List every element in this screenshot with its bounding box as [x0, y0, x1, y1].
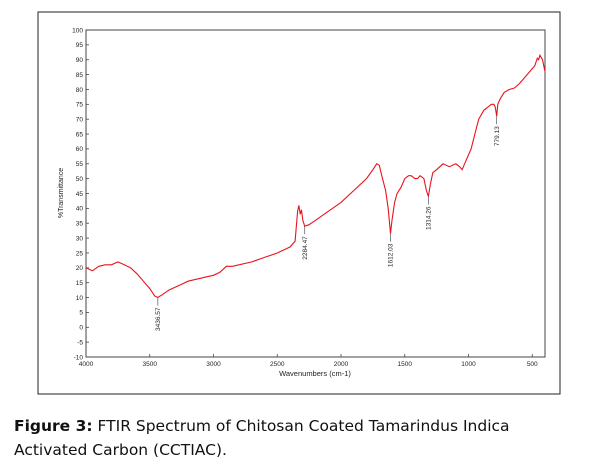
y-tick-label: 45: [76, 191, 84, 198]
y-tick-label: 5: [79, 310, 83, 317]
y-tick-label: 95: [76, 42, 84, 49]
x-tick-label: 3500: [143, 361, 158, 368]
peak-label: 3436.57: [155, 307, 162, 331]
peak-label: 1314.26: [426, 206, 433, 230]
y-tick-label: 40: [76, 206, 84, 213]
x-tick-label: 4000: [79, 361, 94, 368]
y-tick-label: 50: [76, 176, 84, 183]
peak-label: 1612.03: [388, 243, 395, 267]
y-axis-label: %Transmittance: [58, 168, 65, 218]
x-tick-label: 3000: [206, 361, 221, 368]
y-tick-label: 80: [76, 87, 84, 94]
x-tick-label: 1500: [398, 361, 413, 368]
y-tick-label: -10: [74, 354, 84, 361]
y-tick-label: 25: [76, 250, 84, 257]
peak-label: 779.13: [494, 126, 501, 146]
y-tick-label: 20: [76, 265, 84, 272]
y-tick-label: -5: [77, 339, 83, 346]
x-axis-label: Wavenumbers (cm-1): [279, 369, 351, 378]
peak-annotations: 3436.57 2284.47 1612.03 1314.26 779.13: [155, 116, 501, 331]
y-tick-label: 0: [79, 325, 83, 332]
y-axis: -10 -5 0 5 10 15 20 25 30 35 40 45 50 55 60 65 70 75 80 85 9…: [72, 27, 89, 361]
x-tick-label: 1000: [461, 361, 476, 368]
x-tick-label: 500: [527, 361, 538, 368]
figure-caption-text: FTIR Spectrum of Chitosan Coated Tamarin…: [14, 417, 510, 459]
y-tick-label: 35: [76, 221, 84, 228]
figure-label: Figure 3:: [14, 417, 93, 435]
figure-caption: Figure 3: FTIR Spectrum of Chitosan Coat…: [14, 414, 586, 462]
figure-outer-border: [37, 11, 561, 395]
y-tick-label: 90: [76, 57, 84, 64]
y-tick-label: 100: [72, 27, 83, 34]
y-tick-label: 70: [76, 116, 84, 123]
y-tick-label: 65: [76, 131, 84, 138]
y-tick-label: 15: [76, 280, 84, 287]
y-tick-label: 60: [76, 146, 84, 153]
x-tick-label: 2500: [270, 361, 285, 368]
y-tick-label: 10: [76, 295, 84, 302]
y-tick-label: 85: [76, 72, 84, 79]
y-tick-label: 75: [76, 102, 84, 109]
peak-label: 2284.47: [302, 236, 309, 260]
y-tick-label: 55: [76, 161, 84, 168]
y-tick-label: 30: [76, 235, 84, 242]
x-axis: 4000 3500 3000 2500 2000 1500 1000 500: [79, 354, 538, 368]
spectrum-line: [85, 53, 546, 299]
x-tick-label: 2000: [334, 361, 349, 368]
